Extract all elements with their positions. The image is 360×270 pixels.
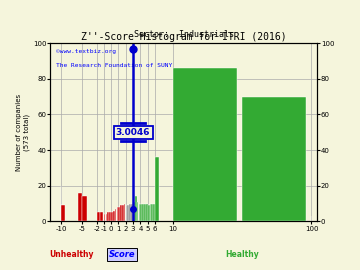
Bar	[120, 205, 122, 221]
Bar	[139, 204, 140, 221]
Text: 3.0046: 3.0046	[116, 128, 150, 137]
Bar	[122, 205, 123, 221]
Bar	[126, 205, 127, 221]
Bar	[129, 204, 131, 221]
Bar	[242, 97, 306, 221]
Bar	[124, 204, 125, 221]
Bar	[137, 202, 139, 221]
Bar	[127, 205, 129, 221]
Bar	[104, 214, 105, 221]
Bar	[150, 204, 151, 221]
Bar	[153, 204, 155, 221]
Title: Z''-Score Histogram for ITRI (2016): Z''-Score Histogram for ITRI (2016)	[81, 32, 287, 42]
Bar	[105, 214, 107, 221]
Bar	[97, 212, 100, 221]
Bar	[82, 197, 87, 221]
Bar	[113, 211, 114, 221]
Bar	[133, 202, 135, 221]
Bar	[111, 212, 113, 221]
Bar	[152, 204, 153, 221]
Bar	[142, 204, 144, 221]
Bar	[131, 204, 133, 221]
Bar	[135, 197, 136, 221]
Bar	[146, 204, 148, 221]
Bar	[107, 212, 109, 221]
Bar	[173, 68, 237, 221]
Text: Unhealthy: Unhealthy	[49, 250, 94, 259]
Y-axis label: Number of companies
(573 total): Number of companies (573 total)	[17, 94, 30, 171]
Bar	[109, 212, 111, 221]
Bar	[155, 157, 159, 221]
Bar	[118, 207, 120, 221]
Text: The Research Foundation of SUNY: The Research Foundation of SUNY	[56, 63, 172, 68]
Bar	[115, 209, 116, 221]
Text: ©www.textbiz.org: ©www.textbiz.org	[56, 49, 116, 53]
Bar	[78, 193, 82, 221]
Text: Healthy: Healthy	[225, 250, 259, 259]
Bar	[100, 212, 103, 221]
Bar	[148, 205, 149, 221]
Bar	[144, 204, 146, 221]
Bar	[61, 205, 65, 221]
Bar	[140, 204, 142, 221]
Text: Score: Score	[109, 250, 135, 259]
Bar	[117, 207, 118, 221]
Text: Sector:  Industrials: Sector: Industrials	[134, 30, 234, 39]
